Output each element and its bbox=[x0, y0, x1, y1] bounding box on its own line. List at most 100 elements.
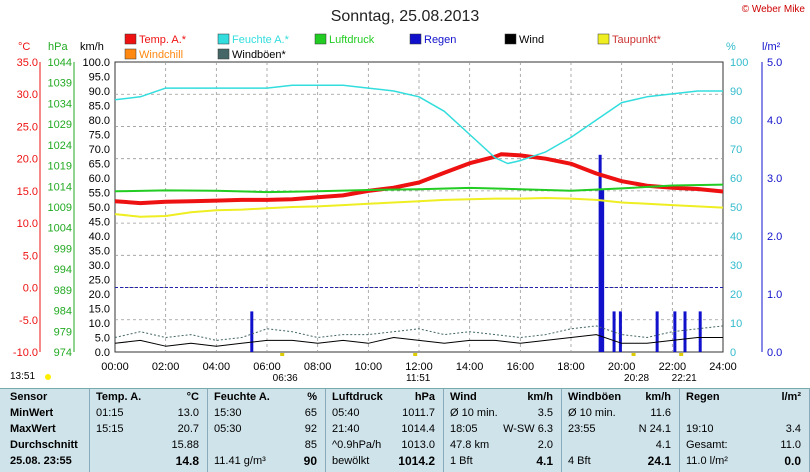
marker-tick bbox=[413, 353, 418, 356]
stats-cell-value: 3.5 bbox=[537, 407, 553, 419]
x-tick-label: 00:00 bbox=[101, 361, 129, 373]
wind-tick-label: 15.0 bbox=[89, 304, 110, 316]
legend-swatch bbox=[217, 33, 230, 45]
stats-row-current: 25.08. 23:55 bbox=[10, 455, 72, 467]
pressure-tick-label: 1004 bbox=[48, 223, 72, 235]
legend-swatch bbox=[314, 33, 327, 45]
pressure-unit: hPa bbox=[48, 41, 68, 53]
stats-cell-label: 21:40 bbox=[332, 423, 360, 435]
stats-cell-label: 05:30 bbox=[214, 423, 242, 435]
stats-cell-label: 01:15 bbox=[96, 407, 124, 419]
stats-cell-value: 85 bbox=[304, 439, 317, 451]
x-tick-label: 12:00 bbox=[405, 361, 433, 373]
pressure-tick-label: 1044 bbox=[48, 57, 72, 69]
marker-tick bbox=[679, 353, 684, 356]
wind-tick-label: 80.0 bbox=[89, 115, 110, 127]
wind-tick-label: 95.0 bbox=[89, 72, 110, 84]
humidity-unit: % bbox=[726, 41, 736, 53]
humidity-tick-label: 20 bbox=[730, 289, 742, 301]
stats-cell-value: 3.4 bbox=[785, 423, 801, 435]
pressure-tick-label: 994 bbox=[54, 264, 72, 276]
wind-unit: km/h bbox=[80, 41, 104, 53]
pressure-tick-label: 1029 bbox=[48, 119, 72, 131]
wind-tick-label: 25.0 bbox=[89, 275, 110, 287]
wind-tick-label: 35.0 bbox=[89, 246, 110, 258]
stats-column-unit: km/h bbox=[645, 391, 671, 403]
legend-swatch bbox=[409, 33, 422, 45]
series-line-wind bbox=[114, 334, 723, 347]
temp-tick-label: 0.0 bbox=[23, 283, 38, 295]
humidity-tick-label: 10 bbox=[730, 318, 742, 330]
pressure-tick-label: 1034 bbox=[48, 98, 72, 110]
stats-cell-value: 11.6 bbox=[650, 407, 671, 419]
stats-cell-value: 24.1 bbox=[647, 454, 671, 468]
stats-cell-label: 15:15 bbox=[96, 423, 124, 435]
wind-tick-label: 0.0 bbox=[95, 347, 110, 359]
humidity-tick-label: 60 bbox=[730, 173, 742, 185]
pressure-tick-label: 1014 bbox=[48, 181, 72, 193]
stats-cell-value: 90 bbox=[303, 454, 317, 468]
humidity-tick-label: 40 bbox=[730, 231, 742, 243]
rain-tick-label: 1.0 bbox=[767, 289, 782, 301]
stats-cell-value: 15.88 bbox=[171, 439, 199, 451]
stats-column-title: Luftdruck bbox=[332, 391, 383, 403]
stats-column-title: Feuchte A. bbox=[214, 391, 270, 403]
rain-bar bbox=[250, 311, 254, 352]
rain-unit: l/m² bbox=[762, 41, 781, 53]
x-tick-label: 14:00 bbox=[456, 361, 484, 373]
stats-cell-value: 1013.0 bbox=[401, 439, 435, 451]
humidity-tick-label: 70 bbox=[730, 144, 742, 156]
series-line-feuchte-a- bbox=[114, 84, 723, 165]
temp-tick-label: 35.0 bbox=[17, 57, 38, 69]
stats-cell-value: 11.0 bbox=[780, 439, 801, 451]
chart-title: Sonntag, 25.08.2013 bbox=[331, 8, 480, 25]
x-tick-label: 10:00 bbox=[355, 361, 383, 373]
wind-tick-label: 60.0 bbox=[89, 173, 110, 185]
x-tick-label: 16:00 bbox=[507, 361, 535, 373]
pressure-tick-label: 974 bbox=[54, 347, 72, 359]
stats-cell-label: 18:05 bbox=[450, 423, 478, 435]
pressure-tick-label: 1039 bbox=[48, 78, 72, 90]
rain-tick-label: 2.0 bbox=[767, 231, 782, 243]
pressure-tick-label: 1024 bbox=[48, 140, 72, 152]
series-line-taupunkt- bbox=[114, 197, 724, 218]
stats-cell-value: 20.7 bbox=[177, 423, 199, 435]
rain-tick-label: 4.0 bbox=[767, 115, 782, 127]
wind-tick-label: 75.0 bbox=[89, 130, 110, 142]
humidity-tick-label: 30 bbox=[730, 260, 742, 272]
rain-bar bbox=[601, 189, 605, 352]
legend-swatch bbox=[504, 33, 517, 45]
stats-column-col3: Feuchte A.% 15:30 65 05:30 92 85 11.41 g/m³ 90 bbox=[208, 389, 326, 472]
stats-column-unit: °C bbox=[186, 391, 199, 403]
legend-label: Taupunkt* bbox=[612, 34, 662, 46]
wind-tick-label: 5.0 bbox=[95, 333, 110, 345]
stats-cell-value: 4.1 bbox=[536, 454, 553, 468]
stats-cell-value: 92 bbox=[304, 423, 317, 435]
humidity-tick-label: 100 bbox=[730, 57, 748, 69]
stats-row-avg: Durchschnitt bbox=[10, 439, 78, 451]
stats-cell-value: N 24.1 bbox=[638, 423, 671, 435]
stats-cell-label: Gesamt: bbox=[686, 439, 728, 451]
stats-cell-label: 11.41 g/m³ bbox=[214, 455, 266, 467]
weather-chart: Sonntag, 25.08.2013 © Weber Mike Temp. A.*… bbox=[13, 4, 806, 384]
wind-tick-label: 20.0 bbox=[89, 289, 110, 301]
stats-row-max: MaxWert bbox=[10, 423, 56, 435]
humidity-tick-label: 80 bbox=[730, 115, 742, 127]
stats-column-title: Windböen bbox=[568, 391, 622, 403]
legend-label: Feuchte A.* bbox=[232, 34, 290, 46]
rain-tick-label: 0.0 bbox=[767, 347, 782, 359]
wind-tick-label: 90.0 bbox=[89, 86, 110, 98]
legend-swatch bbox=[597, 33, 610, 45]
x-tick-label: 18:00 bbox=[557, 361, 585, 373]
wind-tick-label: 85.0 bbox=[89, 101, 110, 113]
x-tick-label: 04:00 bbox=[203, 361, 231, 373]
stats-column-unit: l/m² bbox=[781, 391, 801, 403]
legend-swatch bbox=[124, 33, 137, 45]
stats-cell-label: 15:30 bbox=[214, 407, 242, 419]
legend-label: Luftdruck bbox=[329, 34, 375, 46]
rain-bar bbox=[698, 311, 702, 352]
sun-icon bbox=[45, 374, 51, 380]
marker-13-51: 13:51 bbox=[10, 371, 36, 382]
humidity-tick-label: 0 bbox=[730, 347, 736, 359]
stats-cell-label: bewölkt bbox=[332, 455, 370, 467]
